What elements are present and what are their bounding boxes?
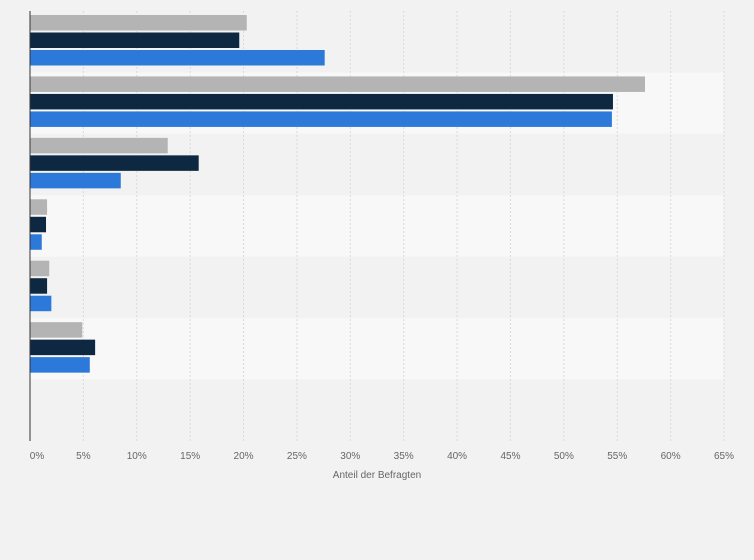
- bar: [30, 199, 48, 215]
- x-tick-label: 5%: [76, 451, 91, 462]
- category-band: [30, 318, 724, 380]
- x-tick-label: 40%: [447, 451, 467, 462]
- bar: [30, 155, 199, 171]
- x-tick-label: 10%: [127, 451, 147, 462]
- category-bands: [30, 11, 724, 441]
- x-tick-label: 50%: [554, 451, 574, 462]
- bar: [30, 50, 325, 66]
- bar: [30, 339, 96, 356]
- x-tick-label: 30%: [340, 451, 360, 462]
- bar: [30, 137, 168, 154]
- bar: [30, 93, 613, 110]
- bar: [30, 32, 240, 48]
- bar: [30, 278, 48, 294]
- category-band: [30, 195, 724, 257]
- x-tick-label: 20%: [234, 451, 254, 462]
- category-band: [30, 256, 724, 319]
- x-axis: 0% 5% 10% 15% 20% 25% 30% 35% 40% 45% 50% 55% 60% 65%: [29, 11, 734, 462]
- x-tick-label: 45%: [500, 451, 520, 462]
- bar: [30, 234, 42, 250]
- x-axis-title: Anteil der Befragten: [333, 470, 421, 481]
- bar: [30, 322, 83, 338]
- bar: [30, 172, 121, 189]
- bar: [30, 111, 612, 127]
- x-tick-label: 65%: [714, 451, 734, 462]
- category-band: [30, 379, 724, 441]
- x-tick-label: 60%: [661, 451, 681, 462]
- x-tick-label: 15%: [180, 451, 200, 462]
- bar: [30, 15, 247, 31]
- x-tick-label: 25%: [287, 451, 307, 462]
- x-tick-label: 55%: [607, 451, 627, 462]
- bars: [30, 15, 645, 373]
- bar: [30, 260, 50, 277]
- bar: [30, 216, 47, 233]
- bar: [30, 295, 52, 312]
- bar: [30, 76, 645, 92]
- x-tick-label: 0%: [30, 451, 45, 462]
- x-tick-label: 35%: [394, 451, 414, 462]
- bar: [30, 357, 90, 373]
